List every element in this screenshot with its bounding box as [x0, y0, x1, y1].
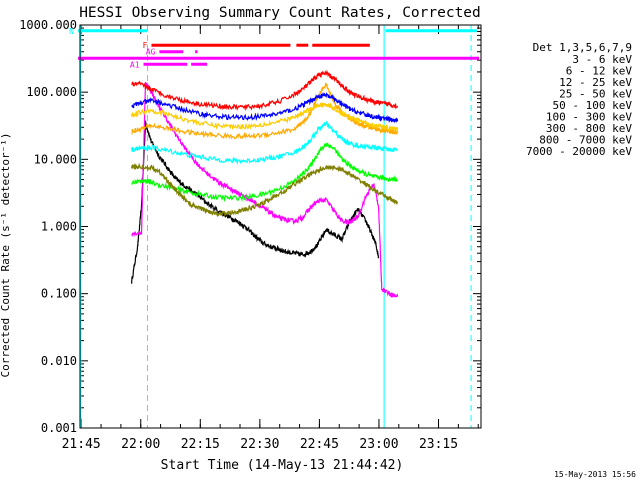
legend-title: Det 1,3,5,6,7,9	[533, 41, 632, 54]
series-line-2	[131, 142, 399, 203]
legend-label-0: 3 - 6 keV	[572, 53, 632, 66]
x-tick-label-6: 23:15	[419, 437, 458, 452]
x-tick-label-3: 22:30	[240, 437, 279, 452]
x-tick-label-0: 21:45	[62, 437, 101, 452]
legend-label-8: 7000 - 20000 keV	[526, 145, 632, 158]
plot-area: 1000.000 100.000 10.000 1.000 0.100 0.010 0.00…	[19, 18, 481, 452]
x-tick-label-1: 22:00	[121, 437, 160, 452]
y-tick-label-5: 0.010	[41, 354, 77, 368]
series-line-7	[131, 101, 399, 133]
legend-label-7: 800 - 7000 keV	[539, 134, 632, 147]
y-tick-label-3: 1.000	[41, 220, 77, 234]
y-tick-label-1: 100.000	[26, 85, 77, 99]
y-tick-label-6: 0.001	[41, 421, 77, 435]
legend-label-1: 6 - 12 keV	[566, 65, 633, 78]
series-line-8	[131, 162, 399, 218]
series-line-0	[131, 120, 380, 284]
series-line-5	[131, 69, 399, 112]
legend-label-4: 50 - 100 keV	[553, 99, 633, 112]
x-tick-label-5: 23:00	[359, 437, 398, 452]
legend-label-3: 25 - 50 keV	[559, 88, 632, 101]
y-tick-label-4: 0.100	[41, 287, 77, 301]
y-tick-label-0: 1000.000	[19, 18, 77, 32]
series-line-3	[131, 120, 398, 166]
footer-timestamp: 15-May-2013 15:56	[554, 470, 636, 479]
legend-label-2: 12 - 25 keV	[559, 76, 632, 89]
x-tick-label-4: 22:45	[300, 437, 339, 452]
flag-label-0: N	[69, 27, 74, 36]
series-line-4	[131, 82, 399, 140]
axes-frame	[79, 24, 482, 429]
flag-label-1: F	[143, 41, 148, 50]
chart-title: HESSI Observing Summary Count Rates, Cor…	[79, 5, 481, 21]
flag-label-3: A1	[130, 60, 140, 69]
legend-label-5: 100 - 300 keV	[546, 111, 632, 124]
x-axis-label: Start Time (14-May-13 21:44:42)	[161, 458, 404, 473]
y-tick-label-2: 10.000	[34, 152, 77, 166]
series-line-6	[131, 91, 399, 124]
y-axis-label: Corrected Count Rate (s⁻¹ detector⁻¹)	[0, 132, 12, 377]
x-tick-label-2: 22:15	[181, 437, 220, 452]
flag-label-2: AG	[146, 48, 156, 57]
legend-label-6: 300 - 800 keV	[546, 122, 632, 135]
